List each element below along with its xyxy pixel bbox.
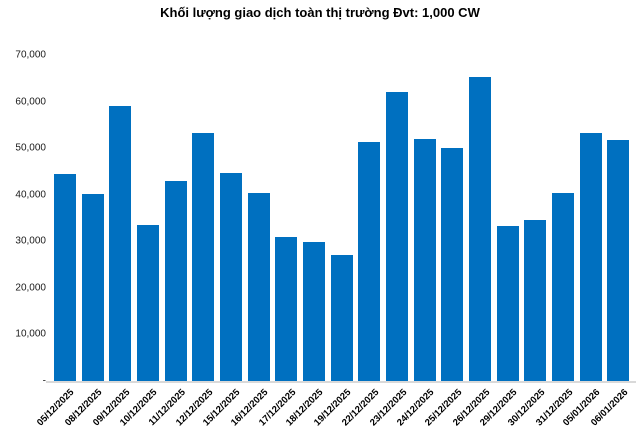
- y-tick-label: 40,000: [15, 189, 46, 201]
- bar: [331, 255, 353, 381]
- y-tick-label: 60,000: [15, 96, 46, 108]
- y-tick-label: 10,000: [15, 328, 46, 340]
- y-tick-label: 50,000: [15, 142, 46, 154]
- bar: [248, 193, 270, 381]
- bar: [192, 133, 214, 381]
- y-tick-label: 20,000: [15, 282, 46, 294]
- bar: [414, 139, 436, 381]
- x-axis-line: [46, 381, 636, 383]
- bar: [54, 174, 76, 381]
- bar: [82, 194, 104, 381]
- bar: [358, 142, 380, 381]
- y-tick-label: 70,000: [15, 49, 46, 61]
- bar: [137, 225, 159, 381]
- bar: [303, 242, 325, 381]
- bar: [607, 140, 629, 381]
- bar: [469, 77, 491, 381]
- bar: [275, 237, 297, 381]
- bar: [580, 133, 602, 381]
- y-tick-label: 30,000: [15, 235, 46, 247]
- bar: [386, 92, 408, 381]
- bar: [524, 220, 546, 381]
- bar: [220, 173, 242, 381]
- y-tick-label: -: [42, 375, 46, 387]
- bar: [441, 148, 463, 381]
- chart-title: Khối lượng giao dịch toàn thị trường Đvt…: [160, 5, 480, 20]
- bar: [109, 106, 131, 381]
- bar: [497, 226, 519, 381]
- bar: [552, 193, 574, 381]
- bar: [165, 181, 187, 381]
